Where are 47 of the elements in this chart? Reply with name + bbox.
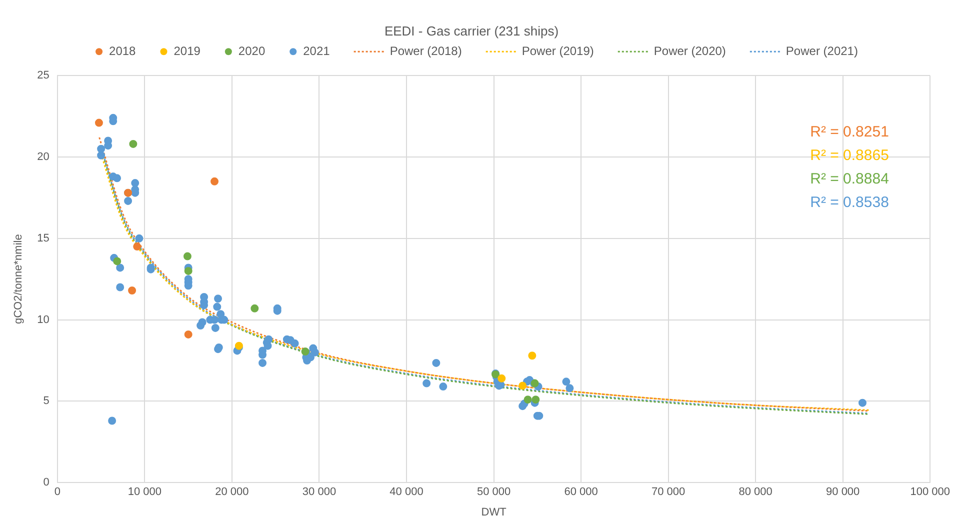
point [183,252,192,260]
legend-label: 2019 [174,44,201,58]
point [498,374,506,382]
point [250,304,259,312]
legend-label: 2020 [238,44,266,58]
annotation: R² = 0.8251 [810,124,889,141]
x-tick-label: 100 000 [910,486,950,498]
legend-label: Power (2018) [390,44,462,58]
y-tick-label: 25 [37,70,50,82]
legend-label: Power (2019) [522,44,594,58]
x-tick-label: 70 000 [651,486,686,498]
y-tick-label: 5 [43,395,50,408]
x-tick-label: 90 000 [826,486,860,498]
point [210,177,219,186]
point [184,330,192,338]
point [518,382,527,390]
legend-label: 2021 [303,44,330,58]
x-tick-label: 0 [54,486,60,498]
point [129,140,138,148]
chart-title: EEDI - Gas carrier (231 ships) [384,23,559,38]
point [532,396,540,404]
legend-label: 2018 [109,44,136,58]
annotation: R² = 0.8538 [810,194,889,212]
x-axis-title: DWT [481,506,507,518]
x-tick-label: 30 000 [302,486,336,498]
x-tick-label: 10 000 [128,486,162,498]
x-tick-label: 20 000 [215,486,249,498]
x-tick-label: 50 000 [476,486,511,498]
y-axis-title: gCO2/tonne*nmile [12,234,25,324]
y-tick-label: 15 [37,232,50,244]
y-tick-label: 10 [37,314,50,326]
point [528,352,536,360]
point [128,286,136,294]
legend-label: Power (2021) [786,44,858,58]
x-tick-label: 80 000 [738,486,772,498]
legend-label: Power (2020) [654,44,726,58]
point [133,242,142,251]
point [184,266,192,275]
point [524,396,532,404]
x-tick-label: 60 000 [564,486,598,498]
annotation: R² = 0.8884 [810,170,889,188]
x-tick-label: 40 000 [390,486,424,498]
y-tick-label: 20 [37,151,50,164]
annotation: R² = 0.8865 [810,147,889,164]
point [94,118,103,127]
y-tick-label: 0 [43,476,50,489]
point [113,257,122,266]
